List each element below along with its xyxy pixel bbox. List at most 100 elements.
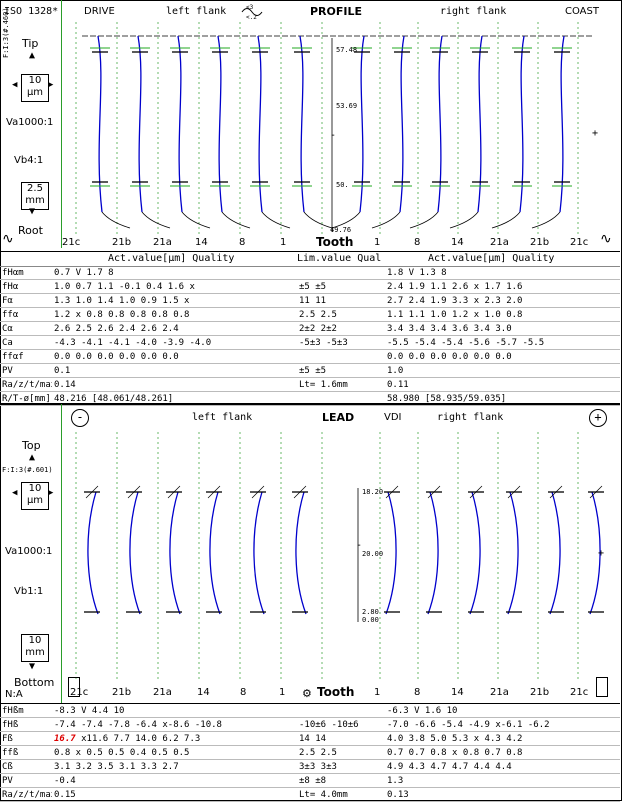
profile-side-label: F:I:3(#.460) xyxy=(2,7,10,58)
lead-diagonal-mark xyxy=(293,485,307,499)
lead-grid xyxy=(75,432,579,682)
profile-curve xyxy=(137,35,143,213)
tooth-label: 1 xyxy=(374,237,381,248)
lead-curve xyxy=(169,491,181,615)
table-row: fHαm 0.7 V 1.7 8 1.8 V 1.3 8 xyxy=(0,266,620,280)
profile-curve xyxy=(97,35,103,213)
tooth-label: 1 xyxy=(280,237,287,248)
profile-scale-value: 10 xyxy=(28,75,42,86)
lead-right-flank-label: right flank xyxy=(437,412,504,423)
profile-curve xyxy=(217,35,223,213)
bottom-arrow-icon: ▼ xyxy=(29,661,36,672)
tooth-label: 8 xyxy=(239,237,246,248)
table-row: Ra/z/t/max 0.15 Lt= 4.0mm 0.13 xyxy=(0,787,620,802)
tooth-title: Tooth xyxy=(316,235,354,249)
lead-plus-sign: + xyxy=(598,548,604,559)
table-row: fHα 1.0 0.7 1.1 -0.1 0.4 1.6 x ±5 ±5 2.4 1.… xyxy=(0,279,620,294)
lead-diagonal-mark xyxy=(167,485,181,499)
lead-divider xyxy=(0,703,620,704)
table-row: ffαf 0.0 0.0 0.0 0.0 0.0 0.0 0.0 0.0 0.0 0… xyxy=(0,349,620,364)
root-arrow-icon: ▼ xyxy=(29,206,36,217)
profile-root-curve xyxy=(303,211,333,229)
lead-diagonal-mark xyxy=(469,485,483,499)
profile-plus-sign: + xyxy=(592,128,598,139)
lead-length-scale-box: 10 mm xyxy=(21,634,49,662)
lead-right-gear-icon xyxy=(596,677,608,697)
profile-roll-scale-unit: mm xyxy=(25,195,45,206)
table-row: Cα 2.6 2.5 2.6 2.4 2.6 2.4 2±2 2±2 3.4 3.4 … xyxy=(0,321,620,336)
lead-curve xyxy=(549,491,561,615)
profile-curve xyxy=(559,35,565,213)
profile-chart: 57.48 53.69 50. 49.76 - + xyxy=(75,22,598,236)
table-cell-left: 0.7 V 1.7 8 xyxy=(52,266,297,280)
table-cell-right: 1.1 1.1 1.0 1.2 x 1.0 0.8 xyxy=(385,307,620,322)
tooth-label: 14 xyxy=(197,687,210,698)
lead-left-margin-line xyxy=(61,404,62,704)
lead-axis-tick: 20.00 xyxy=(362,550,383,558)
table-cell-left: 3.1 3.2 3.5 3.1 3.3 2.7 xyxy=(52,759,297,774)
lead-scale-unit: µm xyxy=(26,495,44,506)
profile-col-header: Act.value[µm] Quality xyxy=(428,253,555,264)
profile-curve xyxy=(257,35,263,213)
lead-scale-left-arrow-icon: ◀ xyxy=(12,488,18,498)
table-cell-right: -6.3 V 1.6 10 xyxy=(385,704,620,718)
lead-curve xyxy=(129,491,141,615)
table-cell-label: ffα xyxy=(0,307,52,322)
profile-col-header: Act.value[µm] Quality xyxy=(108,253,235,264)
profile-scale-box: 10 µm xyxy=(21,74,49,102)
tooth-label: 14 xyxy=(451,237,464,248)
table-row: PV 0.1 ±5 ±5 1.0 xyxy=(0,363,620,378)
profile-curve xyxy=(177,35,183,213)
table-cell-label: fHαm xyxy=(0,266,52,280)
table-cell-left: 0.0 0.0 0.0 0.0 0.0 0.0 xyxy=(52,349,297,364)
lead-curve xyxy=(253,491,265,615)
table-row: R/T-ø[mm] 48.216 [48.061/48.261] 58.980 [5… xyxy=(0,391,620,406)
profile-root-curve xyxy=(101,211,131,229)
table-cell-label: Fα xyxy=(0,293,52,308)
profile-axis-tick: 49.76 xyxy=(330,226,351,234)
table-cell-right: 1.3 xyxy=(385,773,620,788)
tooth-right-icon: ∿ xyxy=(600,231,612,247)
lead-length-scale-unit: mm xyxy=(25,647,45,658)
tooth-label: 21c xyxy=(62,237,81,248)
profile-va-label: Va1000:1 xyxy=(6,117,54,128)
svg-text:<.2: <.2 xyxy=(246,14,257,19)
lead-side-label: F:I:3(#.601) xyxy=(2,466,53,474)
table-row: PV -0.4 ±8 ±8 1.3 xyxy=(0,773,620,788)
table-cell-lim: ±5 ±5 xyxy=(297,279,385,294)
tip-label: Tip xyxy=(22,37,39,50)
lead-scale-right-arrow-icon: ▶ xyxy=(48,488,54,498)
lead-tooth-title: Tooth xyxy=(317,685,355,699)
lead-minus-sign: - xyxy=(356,540,362,551)
tooth-label: 1 xyxy=(374,687,381,698)
tooth-label: 8 xyxy=(414,687,421,698)
profile-root-curve xyxy=(221,211,251,229)
lead-plus-button[interactable]: + xyxy=(589,409,607,427)
table-cell-right: 0.13 xyxy=(385,787,620,802)
lead-minus-button[interactable]: - xyxy=(71,409,89,427)
lead-curve xyxy=(427,491,439,615)
tooth-label: 21c xyxy=(570,687,589,698)
profile-root-curve xyxy=(261,211,291,229)
table-row: Cß 3.1 3.2 3.5 3.1 3.3 2.7 3±3 3±3 4.9 4.3 … xyxy=(0,759,620,774)
lead-left-gear-icon xyxy=(68,677,80,697)
profile-scale-unit: µm xyxy=(26,87,44,98)
table-cell-label: Ca xyxy=(0,335,52,350)
lead-scale-box: 10 µm xyxy=(21,482,49,510)
lead-curves xyxy=(84,485,604,615)
lead-axis-tick: 0.00 xyxy=(362,616,379,624)
table-cell-right: 4.9 4.3 4.7 4.7 4.4 4.4 xyxy=(385,759,620,774)
table-cell-right: 2.4 1.9 1.1 2.6 x 1.7 1.6 xyxy=(385,279,620,294)
section-divider xyxy=(0,403,620,405)
lead-left-flank-label: left flank xyxy=(192,412,253,423)
table-cell-lim: ±8 ±8 xyxy=(297,773,385,788)
profile-root-curve xyxy=(531,211,561,229)
left-flank-label: left flank xyxy=(166,6,227,17)
table-cell-right: 0.7 0.7 0.8 x 0.8 0.7 0.8 xyxy=(385,745,620,760)
tooth-label: 1 xyxy=(279,687,286,698)
table-cell-left: 1.0 0.7 1.1 -0.1 0.4 1.6 x xyxy=(52,279,297,294)
tooth-label: 21b xyxy=(530,687,550,698)
table-cell-label: Cß xyxy=(0,759,52,774)
table-cell-left: -0.4 xyxy=(52,773,297,788)
tooth-label: 8 xyxy=(240,687,247,698)
